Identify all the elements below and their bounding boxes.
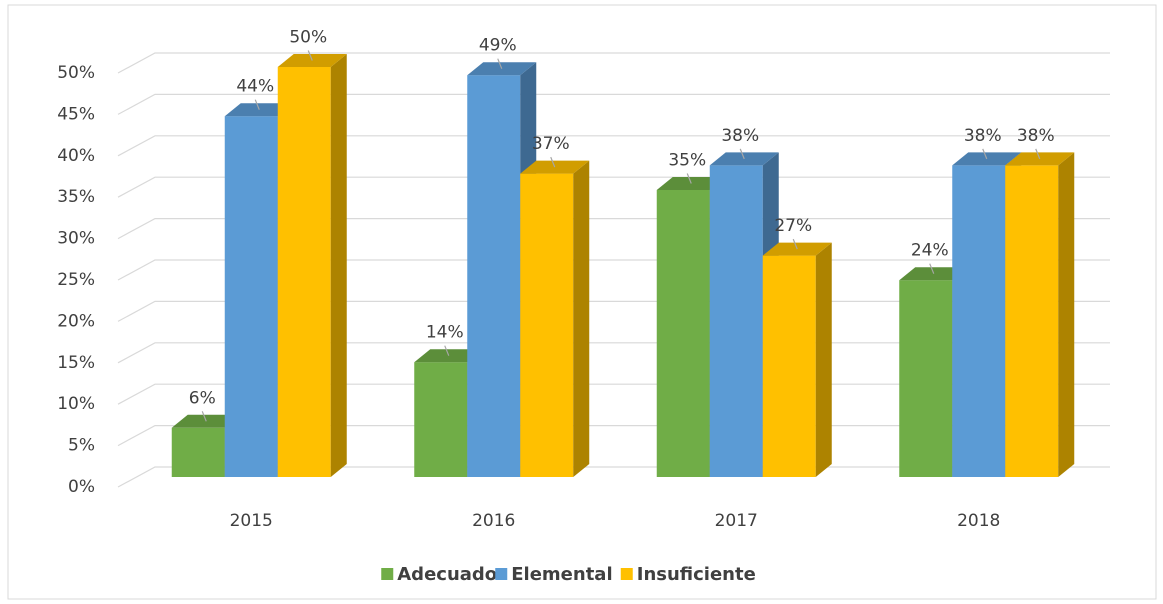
grid-line: [117, 176, 1110, 198]
y-tick-label: 10%: [57, 394, 95, 414]
bar-side: [1058, 152, 1075, 477]
bar-side: [573, 160, 590, 477]
legend-label: Elemental: [511, 564, 612, 585]
leader-line: [686, 173, 692, 184]
data-label: 27%: [774, 216, 812, 236]
leader-line: [982, 148, 988, 160]
leader-line: [739, 148, 745, 160]
legend-swatch: [381, 568, 394, 580]
data-label: 37%: [532, 134, 570, 154]
data-label: 49%: [479, 36, 517, 56]
bar-side: [815, 242, 832, 477]
grid-line: [117, 218, 1110, 240]
bar: [277, 54, 347, 477]
legend-label: Insuficiente: [637, 564, 756, 585]
bar: [762, 242, 832, 477]
legend: Adecuado Elemental Insuficiente: [381, 564, 756, 585]
data-label: 50%: [289, 28, 327, 48]
side-wall: [115, 53, 155, 487]
bar-front: [467, 75, 521, 477]
leader-line: [1035, 148, 1041, 160]
leader-line: [307, 50, 313, 61]
y-tick-label: 5%: [68, 436, 95, 456]
data-label: 38%: [964, 126, 1002, 146]
data-label: 35%: [668, 151, 706, 171]
leader-line: [254, 99, 260, 110]
bar-front: [1005, 165, 1059, 477]
y-tick-label: 40%: [57, 146, 95, 166]
bar-side: [330, 54, 347, 477]
data-label: 38%: [1017, 126, 1055, 146]
legend-label: Adecuado: [397, 564, 497, 585]
y-tick-label: 20%: [57, 311, 95, 331]
data-label: 14%: [426, 323, 464, 343]
bar-front: [520, 173, 574, 477]
bar-front: [171, 427, 225, 477]
data-label: 44%: [236, 77, 274, 97]
y-tick-label: 45%: [57, 104, 95, 124]
bar-front: [414, 362, 468, 477]
bar: [520, 160, 590, 477]
x-tick-label: 2016: [472, 511, 515, 531]
leader-line: [550, 156, 556, 168]
data-label: 24%: [911, 241, 949, 261]
leader-line: [444, 345, 450, 356]
y-tick-label: 15%: [57, 353, 95, 373]
y-tick-label: 25%: [57, 270, 95, 290]
grid-line: [117, 93, 1110, 115]
grid-line: [117, 135, 1110, 157]
bar: [1005, 152, 1075, 477]
y-tick-label: 50%: [57, 63, 95, 83]
legend-swatch: [495, 568, 508, 580]
x-tick-label: 2015: [230, 511, 273, 531]
leader-line: [929, 263, 935, 274]
data-label: 38%: [721, 126, 759, 146]
bar-front: [656, 190, 710, 477]
bar-front: [899, 280, 953, 477]
bar-front: [277, 67, 331, 477]
legend-swatch: [620, 568, 633, 580]
x-tick-label: 2017: [715, 511, 758, 531]
x-tick-label: 2018: [957, 511, 1000, 531]
leader-line: [497, 58, 503, 69]
y-tick-label: 35%: [57, 187, 95, 207]
data-label: 6%: [189, 388, 216, 408]
leader-line: [201, 411, 207, 422]
bar-front: [224, 116, 278, 477]
bar-front: [709, 165, 763, 477]
grid-line: [117, 52, 1110, 74]
bar-front: [952, 165, 1006, 477]
bar-front: [762, 255, 816, 477]
y-tick-label: 30%: [57, 229, 95, 249]
y-tick-label: 0%: [68, 477, 95, 497]
leader-line: [792, 238, 798, 250]
